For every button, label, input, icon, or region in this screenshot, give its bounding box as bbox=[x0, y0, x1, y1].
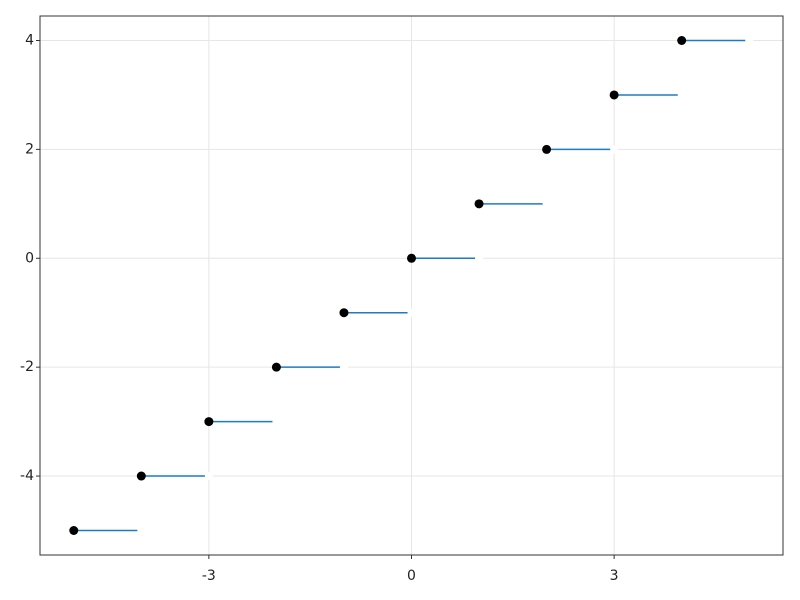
start-marker bbox=[271, 362, 281, 372]
start-marker bbox=[542, 144, 552, 154]
end-marker bbox=[542, 199, 551, 208]
end-marker bbox=[610, 145, 619, 154]
end-marker bbox=[677, 90, 686, 99]
start-marker bbox=[677, 36, 687, 45]
y-tick-label: -2 bbox=[20, 359, 34, 375]
end-marker bbox=[475, 254, 484, 263]
start-marker bbox=[609, 90, 619, 100]
x-tick-label: -3 bbox=[202, 568, 216, 584]
start-marker bbox=[204, 417, 214, 427]
end-marker bbox=[204, 472, 213, 481]
end-marker bbox=[745, 36, 754, 45]
grid bbox=[40, 16, 783, 555]
y-tick-label: 2 bbox=[25, 141, 34, 157]
marks bbox=[69, 36, 754, 535]
end-marker bbox=[137, 526, 146, 535]
x-tick-label: 0 bbox=[407, 568, 416, 584]
y-tick-label: 0 bbox=[25, 250, 34, 266]
y-tick-label: -4 bbox=[20, 468, 34, 484]
end-marker bbox=[407, 308, 416, 317]
y-tick-label: 4 bbox=[25, 33, 34, 49]
end-marker bbox=[339, 363, 348, 372]
start-marker bbox=[474, 199, 484, 209]
start-marker bbox=[407, 253, 416, 263]
x-tick-label: 3 bbox=[610, 568, 619, 584]
start-marker bbox=[339, 308, 349, 318]
start-marker bbox=[136, 471, 146, 481]
start-marker bbox=[69, 526, 79, 535]
end-marker bbox=[272, 417, 281, 426]
